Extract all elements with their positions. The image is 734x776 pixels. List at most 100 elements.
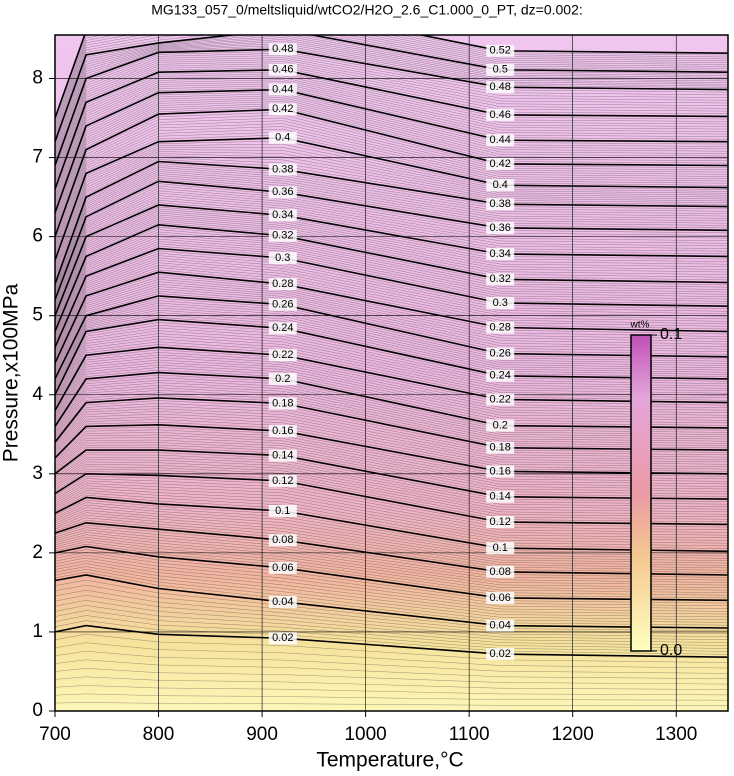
contour-line bbox=[55, 204, 728, 316]
contour-line bbox=[55, 397, 728, 451]
minor-contour bbox=[55, 702, 728, 706]
minor-contour bbox=[55, 483, 728, 536]
minor-contour bbox=[55, 447, 728, 497]
minor-contour bbox=[55, 349, 728, 413]
contour-label-box bbox=[268, 229, 297, 242]
minor-contour bbox=[55, 197, 728, 311]
minor-contour bbox=[55, 99, 728, 225]
contour-line bbox=[55, 223, 728, 332]
contour-line bbox=[55, 521, 728, 576]
contour-line bbox=[55, 136, 728, 261]
minor-contour bbox=[55, 541, 728, 596]
minor-contour bbox=[55, 255, 728, 353]
minor-contour bbox=[55, 432, 728, 482]
contour-label: 0.4 bbox=[493, 179, 508, 191]
minor-contour bbox=[55, 367, 728, 424]
y-tick-label: 7 bbox=[32, 147, 43, 168]
minor-contour bbox=[55, 105, 728, 232]
contour-label-box bbox=[486, 516, 515, 529]
minor-contour bbox=[55, 314, 728, 392]
minor-contour bbox=[55, 344, 728, 410]
contour-label: 0.42 bbox=[272, 103, 293, 115]
contour-line bbox=[55, 68, 728, 190]
contour-label-box bbox=[268, 449, 297, 462]
minor-contour bbox=[55, 459, 728, 510]
contour-label-box bbox=[268, 278, 297, 291]
contour-label: 0.34 bbox=[490, 248, 511, 260]
contour-labels: 0.02 0.02 0.04 0.04 0.06 0.06 0.08 0.08 0.1 0.1 0.… bbox=[268, 43, 515, 661]
minor-contour bbox=[55, 75, 728, 197]
minor-contour bbox=[55, 335, 728, 405]
minor-contour bbox=[55, 551, 728, 606]
contour-label: 0.22 bbox=[490, 393, 511, 405]
x-tick-label: 1000 bbox=[344, 724, 386, 745]
contour-line bbox=[55, 295, 728, 380]
minor-contour bbox=[55, 509, 728, 564]
contour-label-box bbox=[486, 465, 515, 478]
y-tick-label: 5 bbox=[32, 305, 43, 326]
minor-contour bbox=[55, 57, 728, 175]
contour-label-box bbox=[268, 397, 297, 410]
colorbar-scale bbox=[630, 334, 652, 652]
contour-label-box bbox=[268, 43, 297, 56]
y-tick-label: 0 bbox=[32, 700, 43, 721]
minor-contour bbox=[55, 216, 728, 326]
minor-contour bbox=[55, 536, 728, 591]
contour-label: 0.1 bbox=[493, 542, 508, 554]
contour-label: 0.46 bbox=[490, 109, 511, 121]
minor-contour bbox=[55, 668, 728, 685]
contour-label-box bbox=[486, 591, 515, 604]
contour-line bbox=[55, 160, 728, 285]
minor-contour bbox=[55, 157, 728, 280]
minor-contour bbox=[55, 290, 728, 376]
minor-contour bbox=[55, 520, 728, 573]
contour-label: 0.08 bbox=[490, 566, 511, 578]
minor-contour bbox=[55, 392, 728, 446]
contour-label: 0.28 bbox=[272, 278, 293, 290]
minor-contour bbox=[55, 126, 728, 251]
contour-label-box bbox=[268, 186, 297, 199]
x-tick-label: 1100 bbox=[449, 724, 490, 745]
contour-label: 0.04 bbox=[272, 596, 293, 608]
minor-contour bbox=[55, 327, 728, 400]
contour-label-box bbox=[486, 63, 515, 76]
minor-contour bbox=[55, 77, 728, 199]
contour-label: 0.48 bbox=[272, 43, 293, 55]
minor-contour bbox=[55, 333, 728, 403]
contour-label-box bbox=[486, 565, 515, 578]
x-axis-label: Temperature,°C bbox=[316, 749, 463, 772]
minor-contour bbox=[55, 149, 728, 270]
minor-contour bbox=[55, 35, 728, 133]
minor-contour bbox=[55, 128, 728, 254]
minor-contour bbox=[55, 439, 728, 490]
contour-label: 0.52 bbox=[490, 45, 511, 57]
minor-contour bbox=[55, 466, 728, 517]
contour-line bbox=[55, 35, 728, 119]
minor-contour bbox=[55, 341, 728, 408]
contour-line bbox=[55, 472, 728, 526]
contour-label-box bbox=[486, 81, 515, 94]
minor-contour bbox=[55, 171, 728, 293]
y-tick-label: 8 bbox=[32, 68, 43, 89]
contour-label-box bbox=[268, 298, 297, 311]
contour-line bbox=[55, 574, 728, 629]
contour-line bbox=[55, 247, 728, 348]
contour-label: 0.08 bbox=[272, 534, 293, 546]
minor-contour bbox=[55, 408, 728, 460]
minor-contour bbox=[55, 605, 728, 646]
minor-contour bbox=[55, 615, 728, 652]
contour-label-box bbox=[486, 490, 515, 503]
minor-contour bbox=[55, 214, 728, 324]
minor-contour bbox=[55, 504, 728, 559]
contour-label-box bbox=[486, 108, 515, 121]
minor-contour bbox=[55, 173, 728, 294]
minor-contour bbox=[55, 421, 728, 472]
minor-contour bbox=[55, 427, 728, 477]
minor-contour bbox=[55, 514, 728, 569]
minor-contour bbox=[55, 560, 728, 615]
contour-label: 0.34 bbox=[272, 209, 293, 221]
minor-contour bbox=[55, 529, 728, 583]
minor-contour bbox=[55, 243, 728, 345]
minor-contour bbox=[55, 579, 728, 632]
contour-label-box bbox=[268, 103, 297, 116]
